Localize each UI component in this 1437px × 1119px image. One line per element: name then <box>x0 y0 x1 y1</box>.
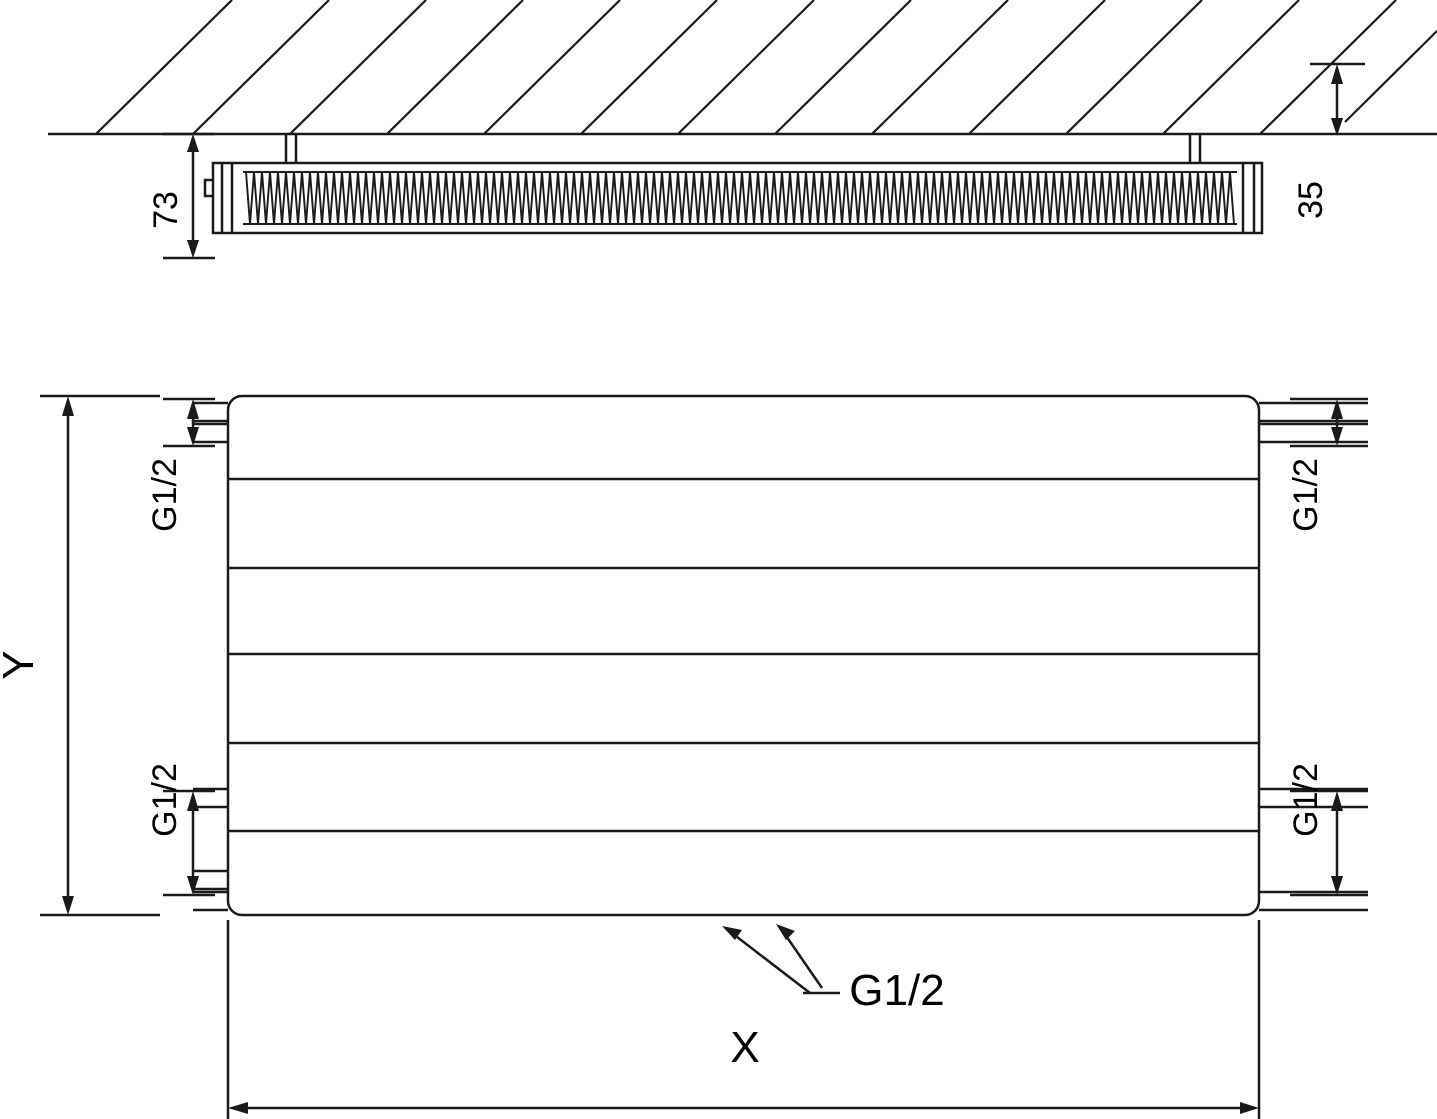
front-panel-outline <box>226 394 1261 917</box>
dimension-g12-bottom-right <box>1290 789 1368 897</box>
mounting-brackets <box>284 134 1202 163</box>
dimension-g12-top-right <box>1290 397 1368 448</box>
dimension-g12-top-left <box>163 397 215 448</box>
label-g12-bottom-right: G1/2 <box>1287 763 1325 837</box>
label-g12-top-left: G1/2 <box>146 458 184 532</box>
dimension-g12-bottom-left <box>163 789 215 897</box>
label-width-x: X <box>730 1023 759 1072</box>
dimension-width-x <box>226 920 1261 1119</box>
dimension-height-y <box>40 394 160 917</box>
label-gap-35: 35 <box>1292 181 1330 219</box>
leader-lines-bottom-g12 <box>722 924 840 995</box>
wall-hatching <box>95 0 1437 135</box>
convector-fins <box>243 171 1237 225</box>
connections-left <box>193 401 228 912</box>
label-g12-bottom-center: G1/2 <box>849 966 944 1015</box>
top-view-group <box>48 0 1437 260</box>
label-height-y: Y <box>0 650 43 679</box>
label-g12-top-right: G1/2 <box>1287 458 1325 532</box>
label-depth-73: 73 <box>147 191 185 229</box>
valve-nub-left <box>203 178 213 198</box>
front-view-group <box>40 394 1368 1119</box>
radiator-body-outline <box>211 161 1264 235</box>
panel-grooves <box>228 477 1259 833</box>
connections-right <box>1259 401 1368 912</box>
dimension-depth-73 <box>163 132 215 260</box>
label-g12-bottom-left: G1/2 <box>146 763 184 837</box>
dimension-gap-35 <box>1310 62 1365 136</box>
